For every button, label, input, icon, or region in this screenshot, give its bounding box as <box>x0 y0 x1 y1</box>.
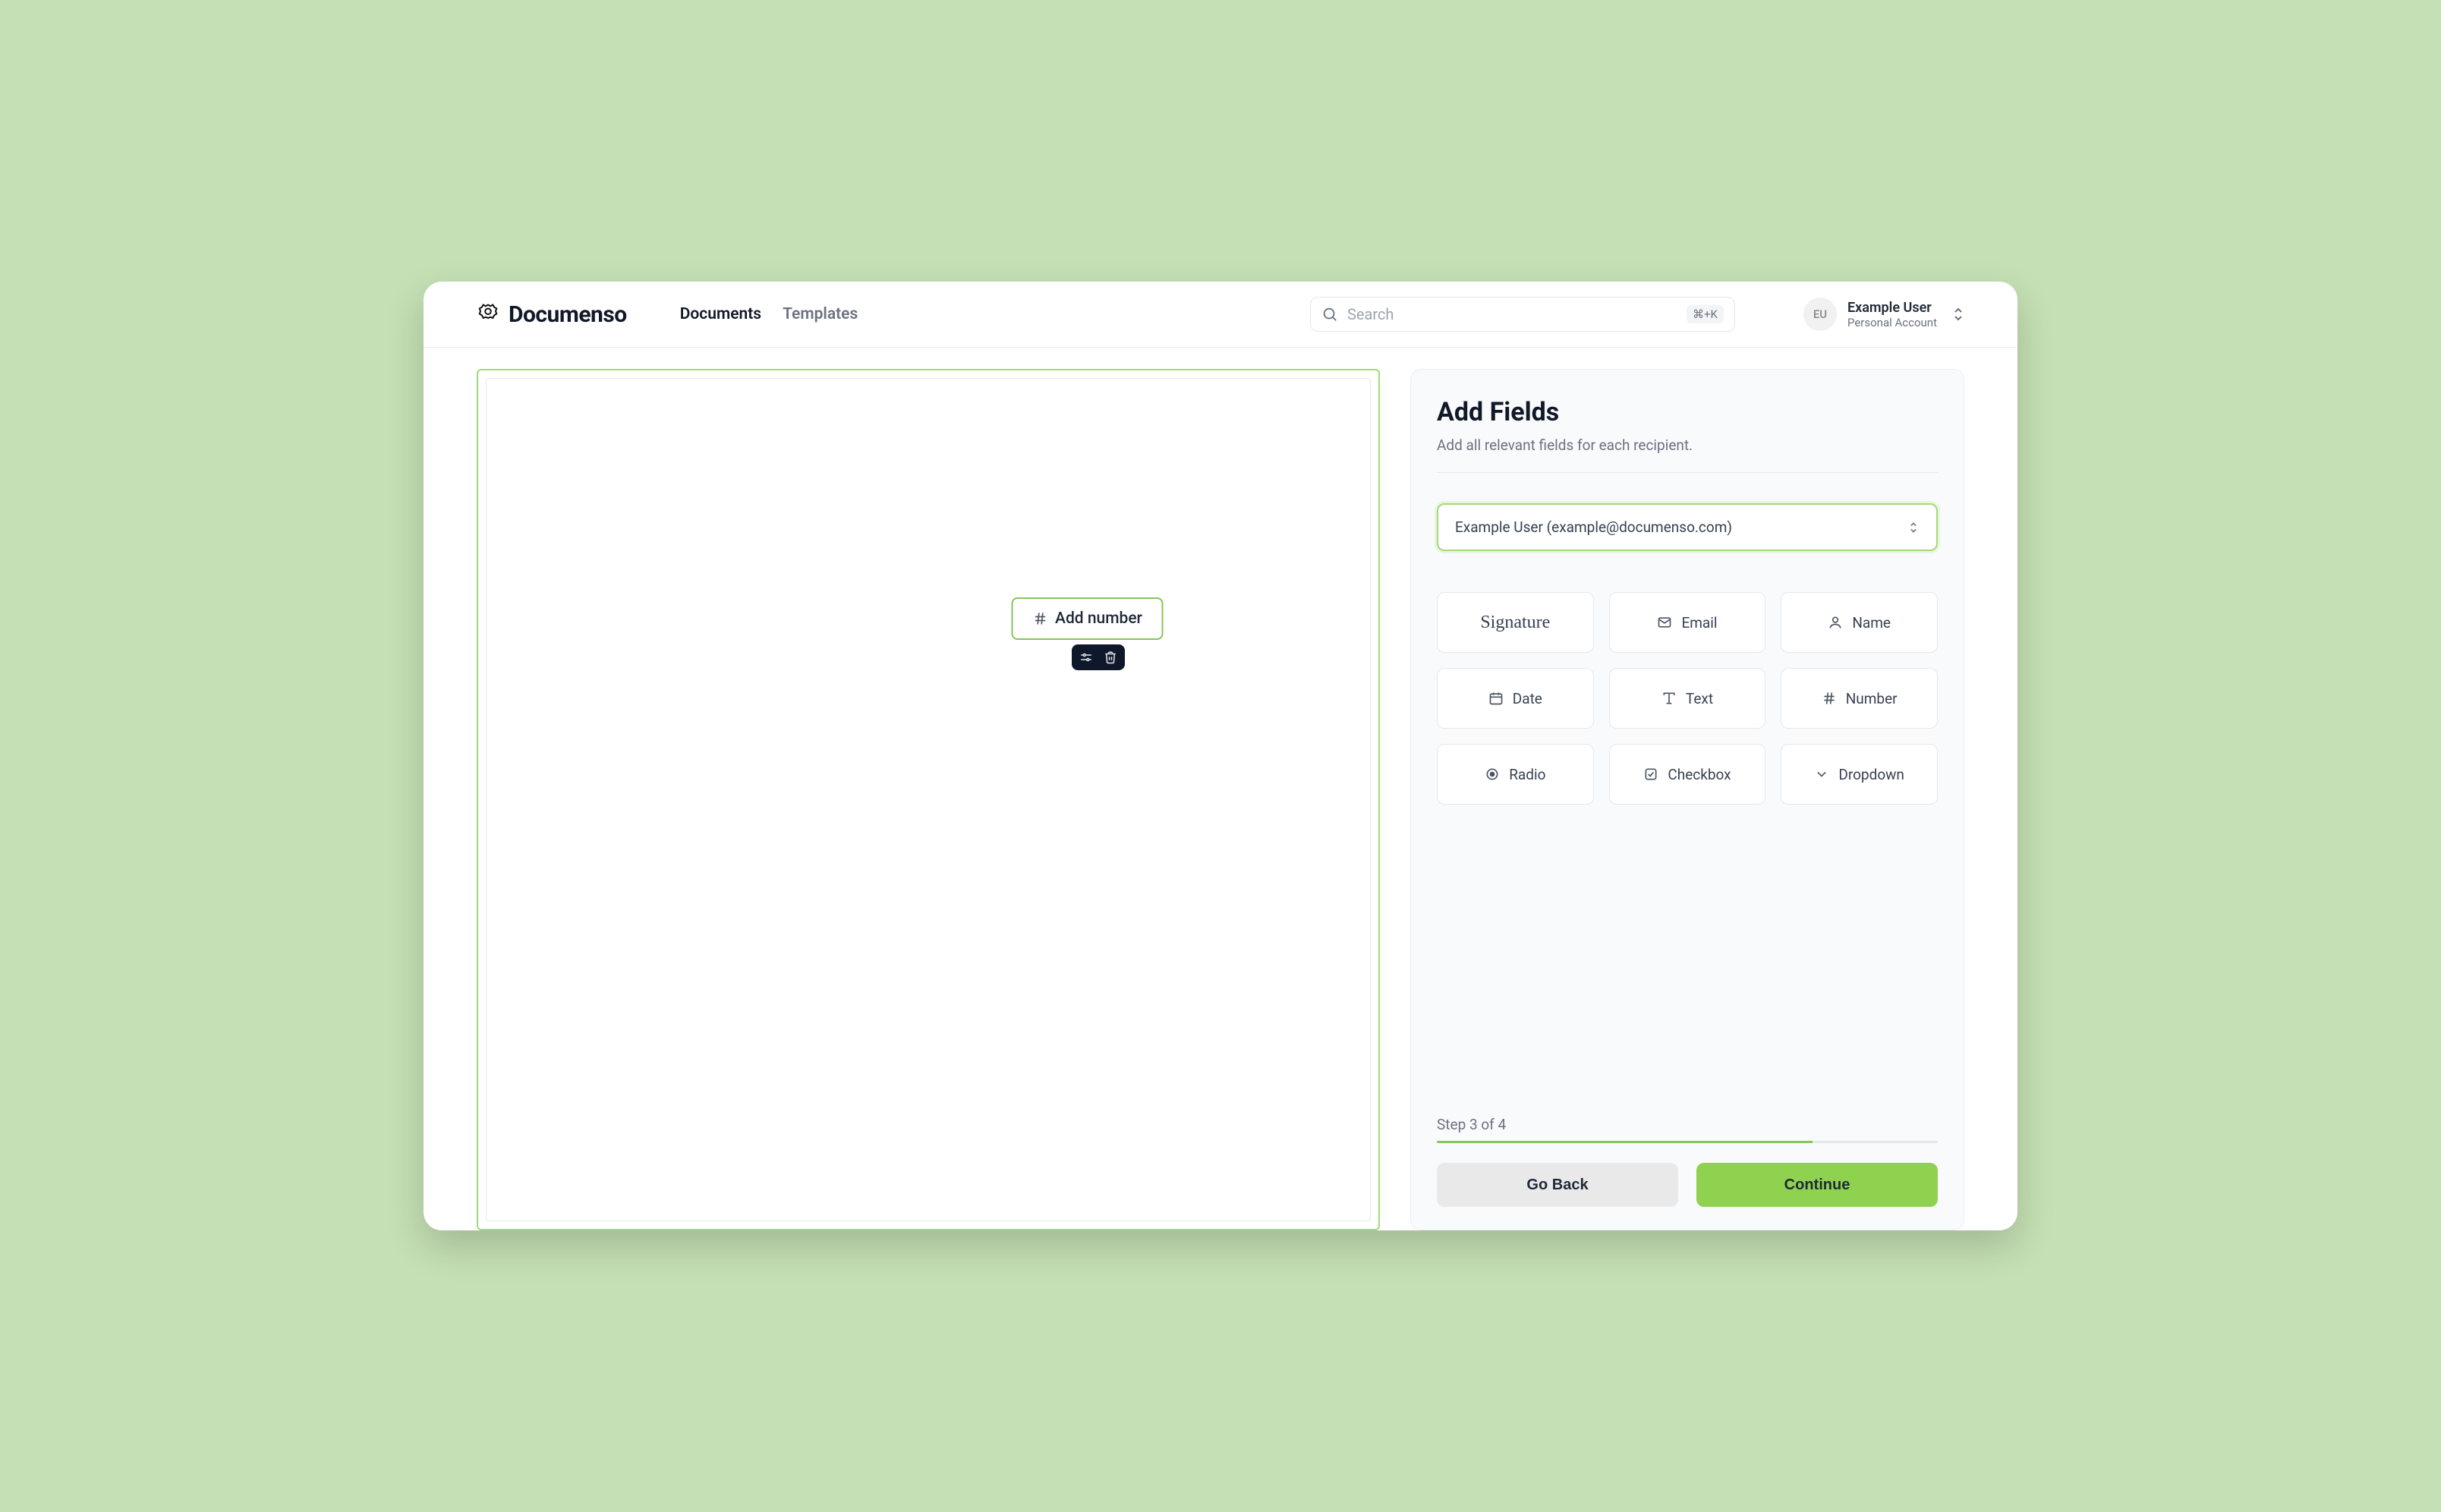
field-name[interactable]: Name <box>1781 592 1938 653</box>
radio-icon <box>1485 767 1500 782</box>
user-sub: Personal Account <box>1847 316 1937 329</box>
recipient-select[interactable]: Example User (example@documenso.com) <box>1437 503 1938 551</box>
field-date[interactable]: Date <box>1437 668 1594 729</box>
field-radio[interactable]: Radio <box>1437 744 1594 805</box>
chevron-up-down-icon <box>1907 521 1920 534</box>
hash-icon <box>1822 691 1837 706</box>
user-menu[interactable]: EU Example User Personal Account <box>1803 298 1964 331</box>
progress-bar <box>1437 1141 1938 1143</box>
step-text: Step 3 of 4 <box>1437 1116 1938 1133</box>
user-icon <box>1828 615 1843 630</box>
field-text[interactable]: Text <box>1609 668 1766 729</box>
mail-icon <box>1657 615 1672 630</box>
field-signature[interactable]: Signature <box>1437 592 1594 653</box>
placed-field-number[interactable]: Add number <box>1011 597 1164 640</box>
nav-documents[interactable]: Documents <box>680 305 761 323</box>
divider <box>1437 472 1938 473</box>
avatar: EU <box>1803 298 1837 331</box>
panel-actions: Go Back Continue <box>1437 1163 1938 1207</box>
header: Documenso Documents Templates Search ⌘+K… <box>424 282 2017 348</box>
document-page[interactable]: Add number <box>486 378 1371 1221</box>
panel-title: Add Fields <box>1437 397 1938 427</box>
field-toolbar <box>1072 644 1125 670</box>
logo-icon <box>477 303 499 326</box>
progress-fill <box>1437 1141 1813 1143</box>
calendar-icon <box>1488 691 1504 706</box>
checkbox-icon <box>1643 767 1658 782</box>
search-shortcut: ⌘+K <box>1687 305 1724 323</box>
field-grid: Signature Email Name <box>1437 592 1938 805</box>
signature-label: Signature <box>1480 613 1550 633</box>
continue-button[interactable]: Continue <box>1696 1163 1938 1207</box>
app-window: Documenso Documents Templates Search ⌘+K… <box>424 282 2017 1230</box>
nav-templates[interactable]: Templates <box>783 305 858 323</box>
field-number[interactable]: Number <box>1781 668 1938 729</box>
brand[interactable]: Documenso <box>477 301 627 328</box>
dropdown-label: Dropdown <box>1838 766 1904 783</box>
email-label: Email <box>1681 614 1717 632</box>
checkbox-label: Checkbox <box>1668 766 1731 783</box>
panel-sub: Add all relevant fields for each recipie… <box>1437 436 1938 454</box>
search-input[interactable]: Search ⌘+K <box>1310 297 1735 332</box>
radio-label: Radio <box>1509 766 1545 783</box>
main: Add number Add Fields Add all relevant f… <box>424 348 2017 1230</box>
document-pane[interactable]: Add number <box>477 369 1380 1230</box>
recipient-label: Example User (example@documenso.com) <box>1455 518 1732 536</box>
date-label: Date <box>1513 690 1542 707</box>
chevron-up-down-icon <box>1952 307 1964 322</box>
placed-field-label: Add number <box>1055 610 1142 628</box>
hash-icon <box>1032 611 1047 626</box>
name-label: Name <box>1852 614 1891 632</box>
settings-sliders-icon[interactable] <box>1079 650 1093 664</box>
search-icon <box>1321 306 1338 323</box>
chevron-down-icon <box>1814 767 1829 782</box>
number-label: Number <box>1846 690 1898 707</box>
side-panel: Add Fields Add all relevant fields for e… <box>1410 369 1964 1230</box>
user-name: Example User <box>1847 300 1937 316</box>
field-email[interactable]: Email <box>1609 592 1766 653</box>
brand-name: Documenso <box>509 301 627 328</box>
go-back-button[interactable]: Go Back <box>1437 1163 1678 1207</box>
nav: Documents Templates <box>680 305 858 323</box>
user-text: Example User Personal Account <box>1847 300 1937 329</box>
search-placeholder: Search <box>1347 305 1677 323</box>
field-dropdown[interactable]: Dropdown <box>1781 744 1938 805</box>
type-icon <box>1661 691 1677 706</box>
text-label: Text <box>1686 690 1713 707</box>
trash-icon[interactable] <box>1104 650 1117 664</box>
field-checkbox[interactable]: Checkbox <box>1609 744 1766 805</box>
